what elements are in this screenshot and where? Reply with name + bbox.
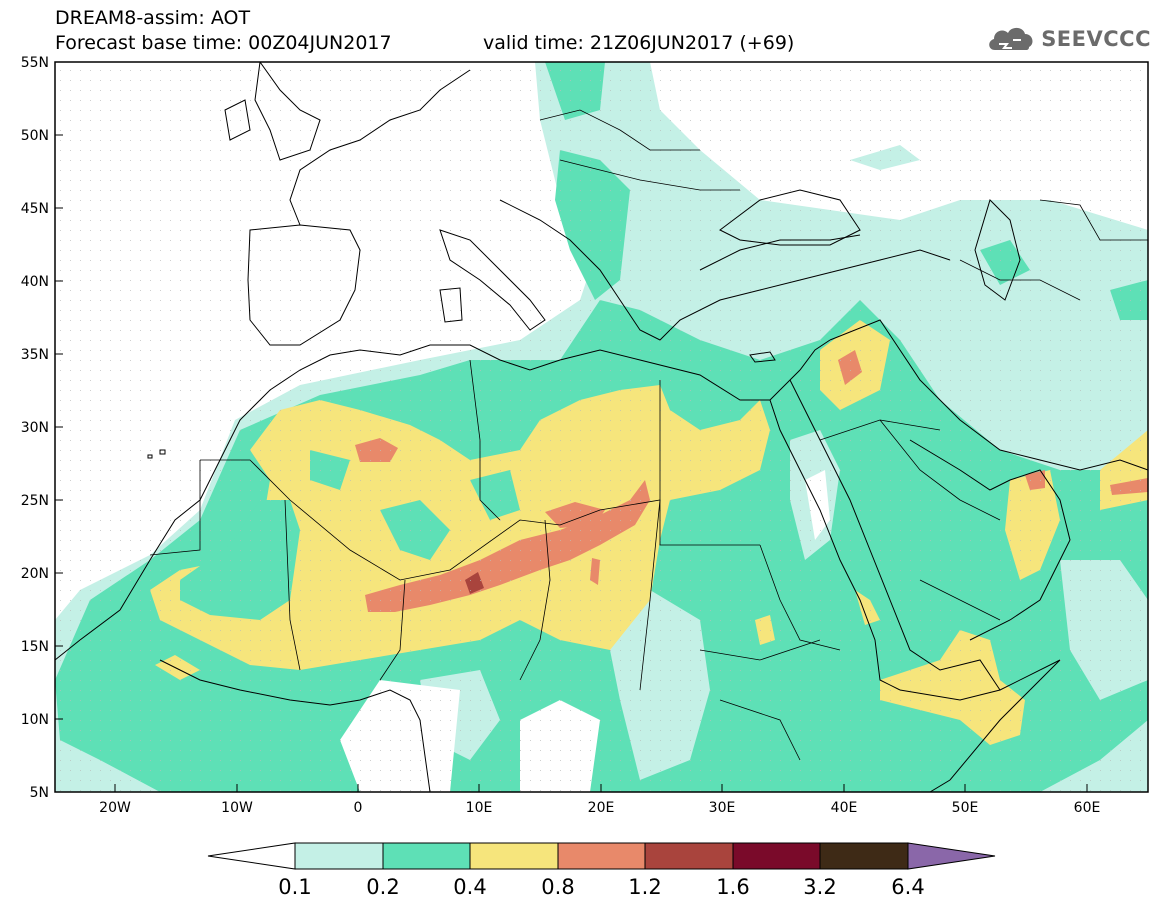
lat-label: 40N	[21, 274, 49, 290]
map-title: DREAM8-assim: AOT	[55, 7, 251, 29]
cloud-icon	[989, 27, 1033, 50]
lat-label: 25N	[21, 493, 49, 509]
colorbar-underflow	[207, 842, 296, 870]
lat-label: 50N	[21, 128, 49, 144]
lat-label: 10N	[21, 712, 49, 728]
valid-time: valid time: 21Z06JUN2017 (+69)	[483, 32, 795, 54]
borders	[149, 109, 1148, 761]
colorbar-label: 0.4	[453, 875, 486, 899]
logo-text: SEEVCCC	[1041, 27, 1151, 51]
colorbar-segment	[644, 842, 734, 870]
lon-label: 40E	[831, 800, 858, 816]
colorbar-label: 0.1	[278, 875, 311, 899]
colorbar-segment	[819, 842, 909, 870]
colorbar	[207, 842, 996, 870]
lon-label: 10W	[221, 800, 253, 816]
lon-label: 10E	[466, 800, 493, 816]
lat-label: 45N	[21, 201, 49, 217]
lon-label: 20E	[588, 800, 615, 816]
colorbar-label: 0.8	[541, 875, 574, 899]
latitude-labels: 55N 50N 45N 40N 35N 30N 25N 20N 15N 10N …	[21, 55, 49, 801]
lat-label: 55N	[21, 55, 49, 71]
colorbar-label: 3.2	[803, 875, 836, 899]
seevccc-logo: SEEVCCC	[985, 22, 1151, 56]
colorbar-labels: 0.1 0.2 0.4 0.8 1.2 1.6 3.2 6.4	[278, 875, 924, 899]
longitude-labels: 20W 10W 0 10E 20E 30E 40E 50E 60E	[99, 800, 1100, 816]
forecast-base-time: Forecast base time: 00Z04JUN2017	[55, 32, 392, 54]
lon-label: 50E	[952, 800, 979, 816]
lon-label: 0	[354, 800, 363, 816]
colorbar-label: 0.2	[366, 875, 399, 899]
colorbar-overflow	[907, 842, 996, 870]
lat-label: 30N	[21, 420, 49, 436]
colorbar-segment	[732, 842, 821, 870]
lat-label: 35N	[21, 347, 49, 363]
aot-field	[55, 62, 1148, 792]
colorbar-segment	[557, 842, 646, 870]
lat-label: 20N	[21, 566, 49, 582]
colorbar-label: 6.4	[891, 875, 924, 899]
coastlines	[55, 62, 1148, 792]
lon-label: 60E	[1074, 800, 1101, 816]
axis-ticks	[55, 134, 1088, 792]
colorbar-segment	[382, 842, 471, 870]
lon-label: 30E	[709, 800, 736, 816]
colorbar-label: 1.6	[716, 875, 749, 899]
lon-label: 20W	[99, 800, 131, 816]
lat-label: 15N	[21, 639, 49, 655]
colorbar-segment	[294, 842, 384, 870]
colorbar-label: 1.2	[628, 875, 661, 899]
colorbar-segment	[469, 842, 559, 870]
lat-label: 5N	[30, 785, 49, 801]
